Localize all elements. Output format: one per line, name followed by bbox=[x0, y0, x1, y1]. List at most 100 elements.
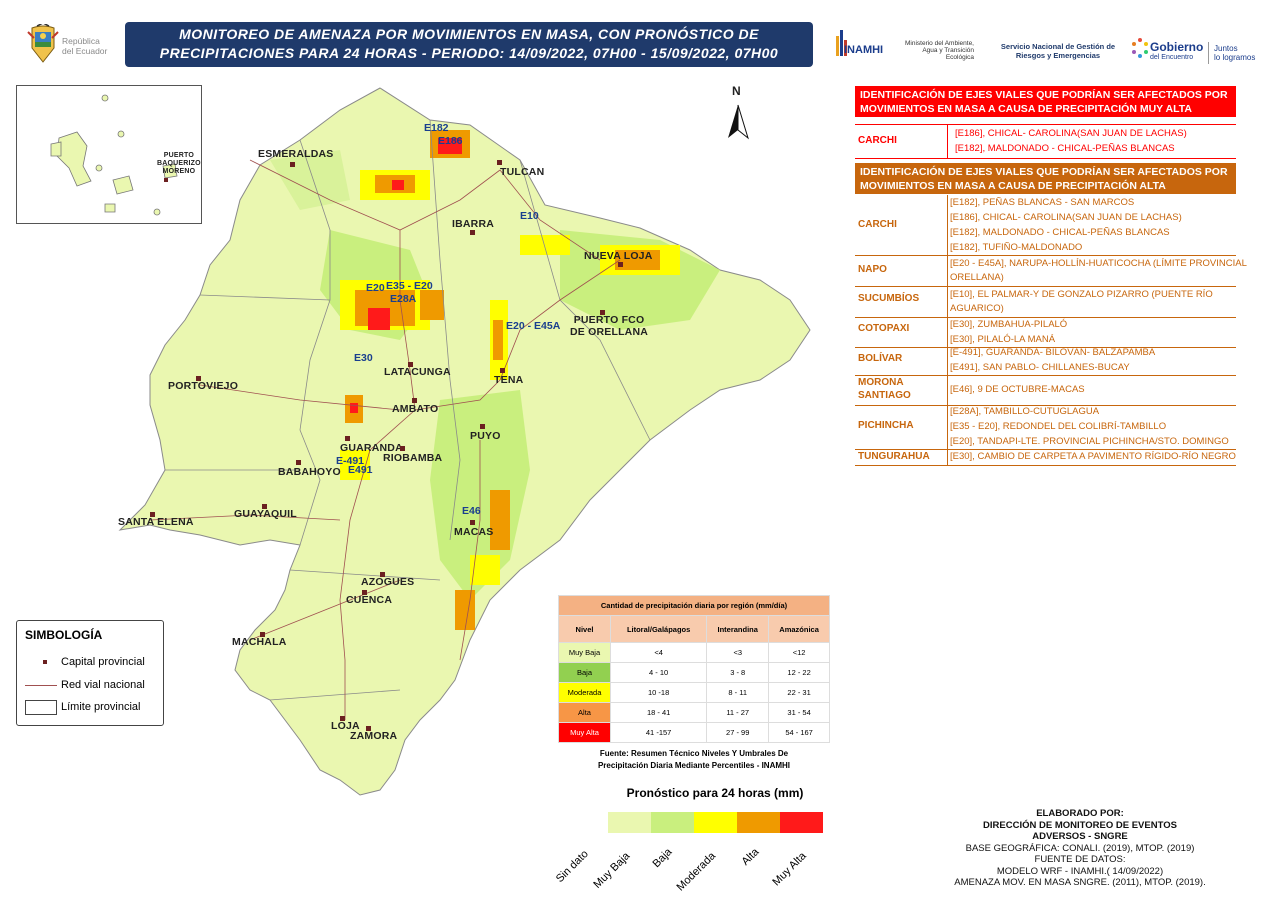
row-divider bbox=[855, 317, 1236, 318]
nivel-cell: Alta bbox=[558, 702, 611, 723]
inamhi-bars-icon bbox=[836, 30, 847, 56]
litoral-cell: 10 -18 bbox=[609, 682, 708, 703]
capital-marker-ambato bbox=[412, 398, 417, 403]
road-cell: [E-491], GUARANDA- BILOVÁN- BALZAPAMBA bbox=[950, 347, 1156, 358]
capital-marker-cuenca bbox=[362, 590, 367, 595]
nivel-cell: Muy Alta bbox=[558, 722, 611, 743]
road-cell: AGUARICO) bbox=[950, 303, 1004, 314]
credits-line-7: AMENAZA MOV. EN MASA SNGRE. (2011), MTOP… bbox=[954, 877, 1206, 888]
capital-marker-puyo bbox=[480, 424, 485, 429]
province-cell: TUNGURAHUA bbox=[858, 451, 930, 462]
legend-swatch-alta bbox=[737, 812, 780, 833]
inset-label-3: MORENO bbox=[162, 168, 196, 175]
col-litoral: Litoral/Galápagos bbox=[609, 615, 708, 643]
credits-line-1: ELABORADO POR: bbox=[1036, 808, 1124, 819]
moderada-area-bolivar bbox=[340, 450, 370, 480]
road-label-e28a: E28A bbox=[390, 293, 417, 305]
muy-alta-table-header: IDENTIFICACIÓN DE EJES VIALES QUE PODRÍA… bbox=[855, 86, 1236, 117]
muy-alta-header-1: IDENTIFICACIÓN DE EJES VIALES QUE PODRÍA… bbox=[860, 89, 1228, 101]
capital-marker-macas bbox=[470, 520, 475, 525]
legend-swatch-muy-alta bbox=[780, 812, 823, 833]
amazonica-cell: 22 - 31 bbox=[768, 682, 830, 703]
capital-marker-orellana bbox=[600, 310, 605, 315]
road-cell: [E186], CHICAL- CAROLINA(SAN JUAN DE LAC… bbox=[950, 212, 1182, 223]
inamhi-logo: INAMHI bbox=[832, 28, 892, 62]
alta-header-1: IDENTIFICACIÓN DE EJES VIALES QUE PODRÍA… bbox=[860, 166, 1228, 178]
road-label-e-491: E-491 bbox=[336, 455, 365, 467]
legend-label-capital: Capital provincial bbox=[61, 656, 145, 668]
litoral-cell: 41 -157 bbox=[609, 722, 708, 743]
label-puerto-orellana-2: DE ORELLANA bbox=[570, 326, 649, 338]
capital-marker-azogues bbox=[380, 572, 385, 577]
road-cell: [E30], ZUMBAHUA-PILALÓ bbox=[950, 319, 1068, 330]
inamhi-text: INAMHI bbox=[844, 44, 884, 56]
label-ibarra: IBARRA bbox=[452, 218, 495, 230]
road-label-e20-e45a: E20 - E45A bbox=[506, 320, 561, 332]
alta-area-morona-south bbox=[455, 590, 475, 630]
road-cell: [E28A], TAMBILLO-CUTUGLAGUA bbox=[950, 406, 1100, 417]
capital-marker-nueva-loja bbox=[618, 262, 623, 267]
road-label-e10: E10 bbox=[520, 210, 539, 222]
puerto-baquerizo-label: PUERTO BAQUERIZO MORENO bbox=[157, 152, 201, 176]
road-cell: [E20 - E45A], NARUPA-HOLLÍN-HUATICOCHA (… bbox=[950, 258, 1247, 269]
capital-marker-ibarra bbox=[470, 230, 475, 235]
road-line-icon bbox=[25, 685, 57, 686]
litoral-cell: 18 - 41 bbox=[609, 702, 708, 723]
muy-alta-area-carchi bbox=[438, 138, 462, 154]
interandina-cell: 8 - 11 bbox=[706, 682, 770, 703]
road-cell: [E46], 9 DE OCTUBRE-MACAS bbox=[950, 384, 1085, 395]
province-cell: COTOPAXI bbox=[858, 323, 910, 334]
capital-marker-zamora bbox=[366, 726, 371, 731]
road-cell: [E30], PILALÓ-LA MANÁ bbox=[950, 334, 1056, 345]
provincial-borders bbox=[165, 119, 651, 701]
sngre-logo-text: Servicio Nacional de Gestión de Riesgos … bbox=[1000, 42, 1116, 60]
ministerio-logo-text: Ministerio del Ambiente, Agua y Transici… bbox=[904, 40, 974, 61]
table-row: Muy Alta 41 -157 27 - 99 54 - 167 bbox=[558, 722, 830, 743]
row-divider bbox=[855, 286, 1236, 287]
threshold-source: Fuente: Resumen Técnico Niveles Y Umbral… bbox=[558, 748, 830, 772]
road-label-e46: E46 bbox=[462, 505, 481, 517]
table-row: Muy Baja <4 <3 <12 bbox=[558, 642, 830, 663]
label-santa-elena: SANTA ELENA bbox=[118, 516, 194, 528]
amazonica-cell: <12 bbox=[768, 642, 830, 663]
road-cell: [E10], EL PALMAR-Y DE GONZALO PIZARRO (P… bbox=[950, 289, 1213, 300]
province-cell: NAPO bbox=[858, 264, 887, 275]
road-label-e491: E491 bbox=[348, 464, 373, 476]
road-cell: [E186], CHICAL- CAROLINA(SAN JUAN DE LAC… bbox=[955, 128, 1187, 139]
label-portoviejo: PORTOVIEJO bbox=[168, 380, 239, 392]
row-divider bbox=[855, 375, 1236, 376]
institution-logos: INAMHI Ministerio del Ambiente, Agua y T… bbox=[832, 24, 1272, 70]
credits-line-4: BASE GEOGRÁFICA: CONALI. (2019), MTOP. (… bbox=[965, 842, 1195, 854]
road-cell: ORELLANA) bbox=[950, 272, 1004, 283]
col-amazonica: Amazónica bbox=[768, 615, 830, 643]
col-interandina: Interandina bbox=[706, 615, 770, 643]
juntos-logo-text: Juntos lo logramos bbox=[1214, 44, 1255, 62]
national-road-network bbox=[149, 159, 621, 720]
row-divider bbox=[855, 255, 1236, 256]
galapagos-inset-map: PUERTO BAQUERIZO MORENO bbox=[16, 85, 202, 224]
col-nivel: Nivel bbox=[558, 615, 611, 643]
capital-marker-guayaquil bbox=[262, 504, 267, 509]
col-divider bbox=[947, 124, 948, 158]
row-divider bbox=[855, 158, 1236, 159]
credits-block: ELABORADO POR: DIRECCIÓN DE MONITOREO DE… bbox=[920, 808, 1240, 889]
nivel-cell: Muy Baja bbox=[558, 642, 611, 663]
muy-alta-area-pichincha bbox=[368, 308, 390, 330]
threshold-table-title: Cantidad de precipitación diaria por reg… bbox=[558, 595, 830, 616]
moderada-area-morona-south bbox=[470, 555, 500, 585]
road-cell: [E30], CAMBIO DE CARPETA A PAVIMENTO RÍG… bbox=[950, 451, 1236, 462]
province-cell: PICHINCHA bbox=[858, 420, 914, 431]
country-text-1: República bbox=[62, 36, 100, 46]
province-cell: BOLÍVAR bbox=[858, 353, 903, 364]
province-cell: MORONA SANTIAGO bbox=[858, 377, 911, 401]
table-row: Moderada 10 -18 8 - 11 22 - 31 bbox=[558, 682, 830, 703]
credits-line-5: FUENTE DE DATOS: bbox=[1034, 854, 1126, 865]
road-cell: [E20], TANDAPI-LTE. PROVINCIAL PICHINCHA… bbox=[950, 436, 1229, 447]
interandina-cell: 3 - 8 bbox=[706, 662, 770, 683]
muy-alta-area-cotopaxi bbox=[350, 403, 358, 413]
north-arrow-icon bbox=[728, 104, 749, 140]
label-esmeraldas: ESMERALDAS bbox=[258, 148, 334, 160]
table-row: Alta 18 - 41 11 - 27 31 - 54 bbox=[558, 702, 830, 723]
label-cuenca: CUENCA bbox=[346, 594, 393, 606]
title-line-2: PRECIPITACIONES PARA 24 HORAS - PERIODO:… bbox=[159, 45, 779, 61]
